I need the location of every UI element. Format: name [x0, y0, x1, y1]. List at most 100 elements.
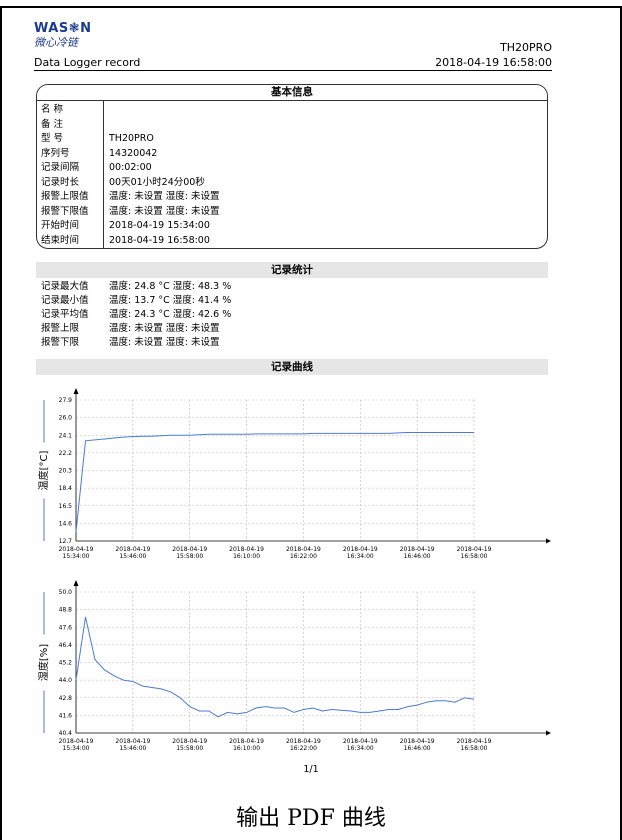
info-key: 备 注: [41, 118, 64, 130]
x-tick-time: 16:46:00: [404, 745, 431, 752]
info-key: 报警下限值: [41, 205, 89, 217]
basic-info-title: 基本信息: [37, 85, 547, 101]
y-axis-label: 湿度[%]: [37, 644, 50, 681]
info-key: 记录间隔: [41, 162, 80, 173]
x-tick-date: 2018-04-19: [115, 738, 150, 745]
humidity-chart: 40.4 41.6 42.8 44.0 45.2 46.4 47.6 48.8 50.0 2018…: [36, 580, 552, 760]
x-tick-date: 2018-04-19: [172, 738, 207, 745]
caption: 输出 PDF 曲线: [236, 806, 386, 831]
y-tick-label: 48.8: [59, 607, 73, 614]
temperature-chart-svg: 12.7 14.6 16.5 18.4 20.3 22.2 24.1 26.0 27.9 2018…: [37, 388, 551, 560]
x-tick-date: 2018-04-19: [457, 546, 492, 553]
y-tick-label: 46.4: [59, 642, 73, 649]
y-tick-label: 42.8: [59, 695, 73, 702]
y-tick-label: 44.0: [59, 677, 73, 684]
x-axis-arrow: [546, 538, 551, 544]
x-tick-date: 2018-04-19: [115, 546, 150, 553]
x-tick-time: 15:46:00: [119, 745, 146, 752]
page-number: 1/1: [303, 764, 319, 775]
x-tick-date: 2018-04-19: [400, 546, 435, 553]
x-tick-time: 16:58:00: [461, 745, 488, 752]
x-tick-time: 15:58:00: [176, 553, 203, 560]
stat-value: 温度: 未设置 湿度: 未设置: [109, 337, 220, 348]
info-key: 记录时长: [41, 176, 80, 188]
y-tick-label: 47.6: [59, 624, 73, 631]
info-key: 结束时间: [41, 234, 80, 246]
document-title: Data Logger record: [34, 56, 141, 69]
info-value: TH20PRO: [109, 133, 154, 144]
page-frame: [0, 6, 622, 840]
y-tick-label: 16.5: [59, 503, 73, 510]
x-tick-time: 15:34:00: [63, 553, 90, 560]
y-axis-arrow: [73, 580, 79, 586]
info-value: 14320042: [109, 147, 158, 159]
x-tick-date: 2018-04-19: [59, 546, 94, 553]
series-line: [75, 432, 474, 532]
logo-cn: 微心冷链: [34, 36, 78, 49]
x-tick-date: 2018-04-19: [172, 546, 207, 553]
info-key: 报警上限值: [41, 191, 89, 202]
stat-key: 记录平均值: [41, 309, 89, 320]
x-tick-time: 16:46:00: [404, 553, 431, 560]
stat-value: 温度: 24.3 °C 湿度: 42.6 %: [109, 309, 232, 320]
x-tick-time: 15:46:00: [119, 553, 146, 560]
x-tick-date: 2018-04-19: [229, 738, 264, 745]
x-tick-date: 2018-04-19: [400, 738, 435, 745]
y-tick-label: 40.4: [59, 730, 73, 737]
x-tick-time: 16:34:00: [347, 553, 374, 560]
info-value: 2018-04-19 15:34:00: [109, 220, 210, 231]
y-tick-label: 22.2: [59, 450, 73, 457]
y-tick-label: 27.9: [59, 397, 73, 404]
x-tick-date: 2018-04-19: [286, 738, 321, 745]
wason-logo: WAS❃N 微心冷链: [34, 21, 92, 50]
basic-info-box: 基本信息 名 称备 注型 号 TH20PRO 序列号 14320042 记录间隔 00:0…: [36, 84, 548, 249]
y-tick-label: 14.6: [59, 520, 73, 527]
info-value: 温度: 未设置 湿度: 未设置: [109, 191, 220, 202]
stat-value: 温度: 13.7 °C 湿度: 41.4 %: [109, 295, 232, 306]
stats-title: 记录统计: [36, 262, 548, 278]
info-key: 名 称: [41, 104, 64, 115]
info-key: 序列号: [41, 147, 70, 159]
y-tick-label: 18.4: [59, 485, 73, 492]
x-tick-time: 16:22:00: [290, 745, 317, 752]
column-divider: [103, 101, 104, 248]
y-axis-arrow: [73, 388, 79, 394]
x-tick-date: 2018-04-19: [457, 738, 492, 745]
stat-key: 记录最小值: [41, 295, 89, 306]
x-tick-time: 16:58:00: [461, 553, 488, 560]
info-key: 型 号: [41, 133, 64, 144]
y-tick-label: 26.0: [59, 415, 73, 422]
info-value: 温度: 未设置 湿度: 未设置: [109, 205, 220, 217]
stat-key: 报警上限: [41, 323, 80, 334]
info-value: 00:02:00: [109, 162, 152, 173]
humidity-chart-svg: 40.4 41.6 42.8 44.0 45.2 46.4 47.6 48.8 50.0 2018…: [37, 580, 551, 752]
x-tick-time: 15:58:00: [176, 745, 203, 752]
info-key: 开始时间: [41, 220, 80, 231]
header-model: TH20PRO: [500, 41, 552, 54]
x-tick-date: 2018-04-19: [343, 738, 378, 745]
y-tick-label: 20.3: [59, 468, 73, 475]
x-tick-time: 15:34:00: [63, 745, 90, 752]
stat-value: 温度: 未设置 湿度: 未设置: [109, 323, 220, 334]
x-tick-date: 2018-04-19: [343, 546, 378, 553]
temperature-chart: 12.7 14.6 16.5 18.4 20.3 22.2 24.1 26.0 27.9 2018…: [36, 388, 552, 568]
info-value: 00天01小时24分00秒: [109, 176, 205, 188]
y-tick-label: 41.6: [59, 712, 73, 719]
logo-text: WAS❃N: [34, 21, 92, 36]
x-tick-time: 16:10:00: [233, 745, 260, 752]
stat-key: 报警下限: [41, 337, 80, 348]
x-tick-time: 16:10:00: [233, 553, 260, 560]
series-line: [75, 616, 475, 718]
y-tick-label: 12.7: [59, 538, 73, 545]
x-axis-arrow: [546, 730, 551, 736]
info-value: 2018-04-19 16:58:00: [109, 234, 210, 246]
y-tick-label: 24.1: [59, 432, 73, 439]
x-tick-date: 2018-04-19: [229, 546, 264, 553]
x-tick-time: 16:22:00: [290, 553, 317, 560]
y-tick-label: 45.2: [59, 660, 73, 667]
x-tick-date: 2018-04-19: [59, 738, 94, 745]
y-axis-label: 温度[°C]: [37, 451, 50, 491]
stat-key: 记录最大值: [41, 281, 89, 292]
header-datetime: 2018-04-19 16:58:00: [435, 56, 552, 69]
y-tick-label: 50.0: [59, 589, 73, 596]
